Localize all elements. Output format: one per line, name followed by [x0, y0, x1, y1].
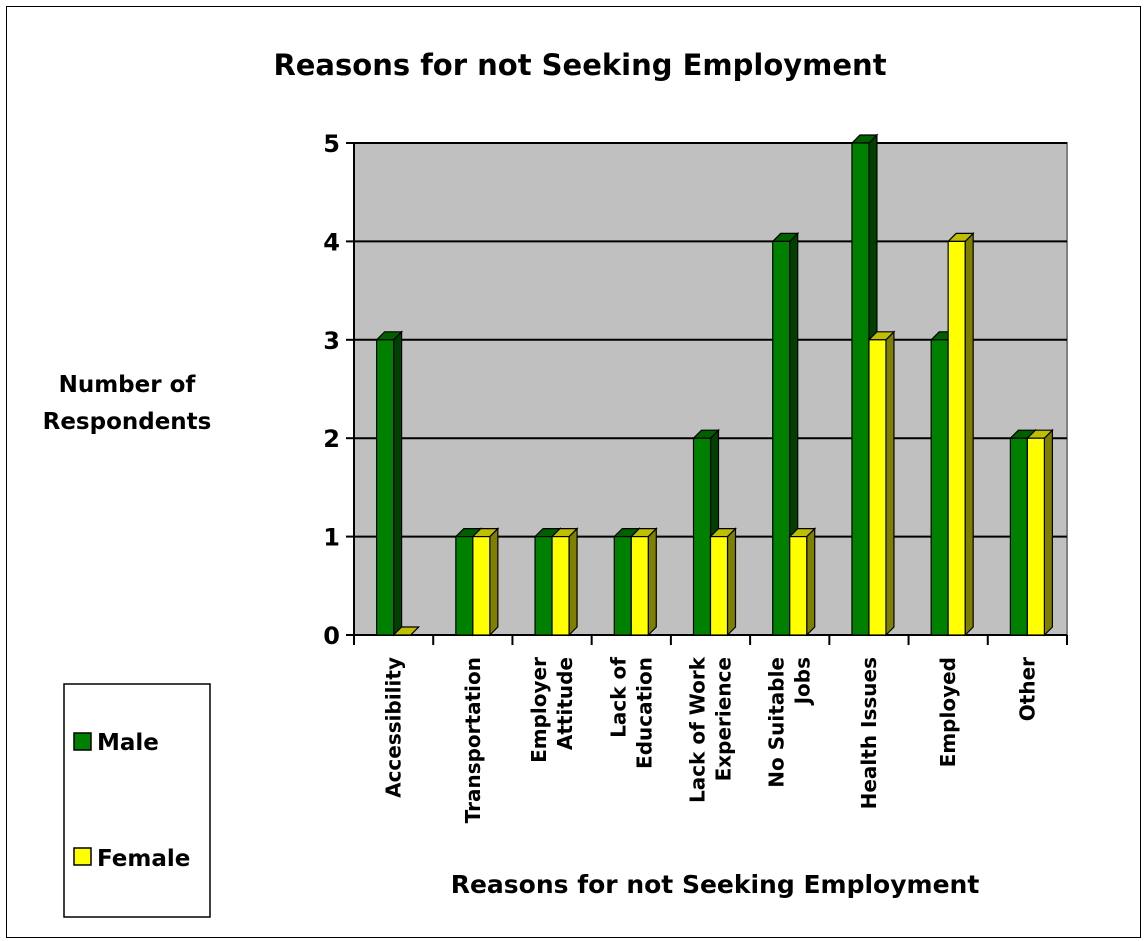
bar-female — [789, 535, 808, 636]
legend-label-male: Male — [97, 730, 159, 756]
bar-female — [709, 535, 729, 636]
bar-side-female — [726, 527, 737, 637]
x-tick-label: Transportation — [461, 657, 485, 823]
bar-male — [1009, 437, 1028, 636]
bar-female — [472, 535, 491, 636]
y-tick-label: 3 — [323, 327, 340, 355]
chart-title: Reasons for not Seeking Employment — [273, 48, 886, 82]
bar-male — [534, 535, 553, 636]
x-tick-label: Accessibility — [382, 657, 406, 798]
bar-side-male — [393, 330, 403, 637]
bar-top-female — [392, 626, 421, 636]
legend-swatch-male — [73, 732, 92, 751]
y-tick-label: 1 — [323, 524, 340, 552]
bar-male — [851, 142, 870, 636]
x-tick-label: Health Issues — [857, 657, 881, 809]
bar-side-female — [1043, 428, 1053, 637]
x-axis-title: Reasons for not Seeking Employment — [451, 870, 980, 899]
x-tick-label: Other — [1015, 657, 1039, 721]
bar-side-female — [885, 330, 895, 637]
bar-female — [630, 535, 649, 636]
legend-label-female: Female — [97, 846, 190, 872]
x-tick-label: Employer Attitude — [527, 657, 577, 763]
bar-female — [1026, 437, 1045, 636]
bar-male — [376, 339, 395, 636]
x-tick-label: No Suitable Jobs — [765, 657, 815, 788]
bar-female — [551, 535, 570, 636]
legend-swatch-female — [73, 847, 92, 866]
y-tick-label: 4 — [323, 228, 340, 256]
bar-side-female — [647, 527, 657, 637]
plot-area: 0 1 2 3 4 5 Accessibility Transportation Employe… — [323, 130, 1068, 823]
bar-male — [692, 437, 712, 636]
y-tick-label: 0 — [323, 622, 340, 650]
x-tick-label: Employed — [936, 657, 960, 767]
bar-side-female — [964, 231, 974, 637]
bar-side-female — [568, 527, 578, 637]
y-axis-title-line-1: Number of — [59, 372, 197, 398]
y-tick-label: 2 — [323, 425, 340, 453]
legend-box — [63, 683, 211, 918]
bar-male — [772, 240, 791, 636]
bar-male — [455, 535, 474, 636]
x-tick-label: Lack of Work Experience — [686, 656, 736, 803]
bar-male — [930, 339, 949, 636]
bar-female — [947, 240, 966, 636]
bar-side-female — [489, 527, 499, 637]
bar-female — [868, 339, 887, 636]
bar-side-female — [806, 527, 816, 637]
y-axis-title-line-2: Respondents — [43, 409, 212, 435]
chart-frame — [6, 6, 1141, 938]
legend: Male Female — [63, 683, 211, 918]
bar-male — [613, 535, 632, 636]
x-tick-label: Lack of Education — [606, 657, 656, 769]
y-tick-label: 5 — [323, 130, 340, 158]
